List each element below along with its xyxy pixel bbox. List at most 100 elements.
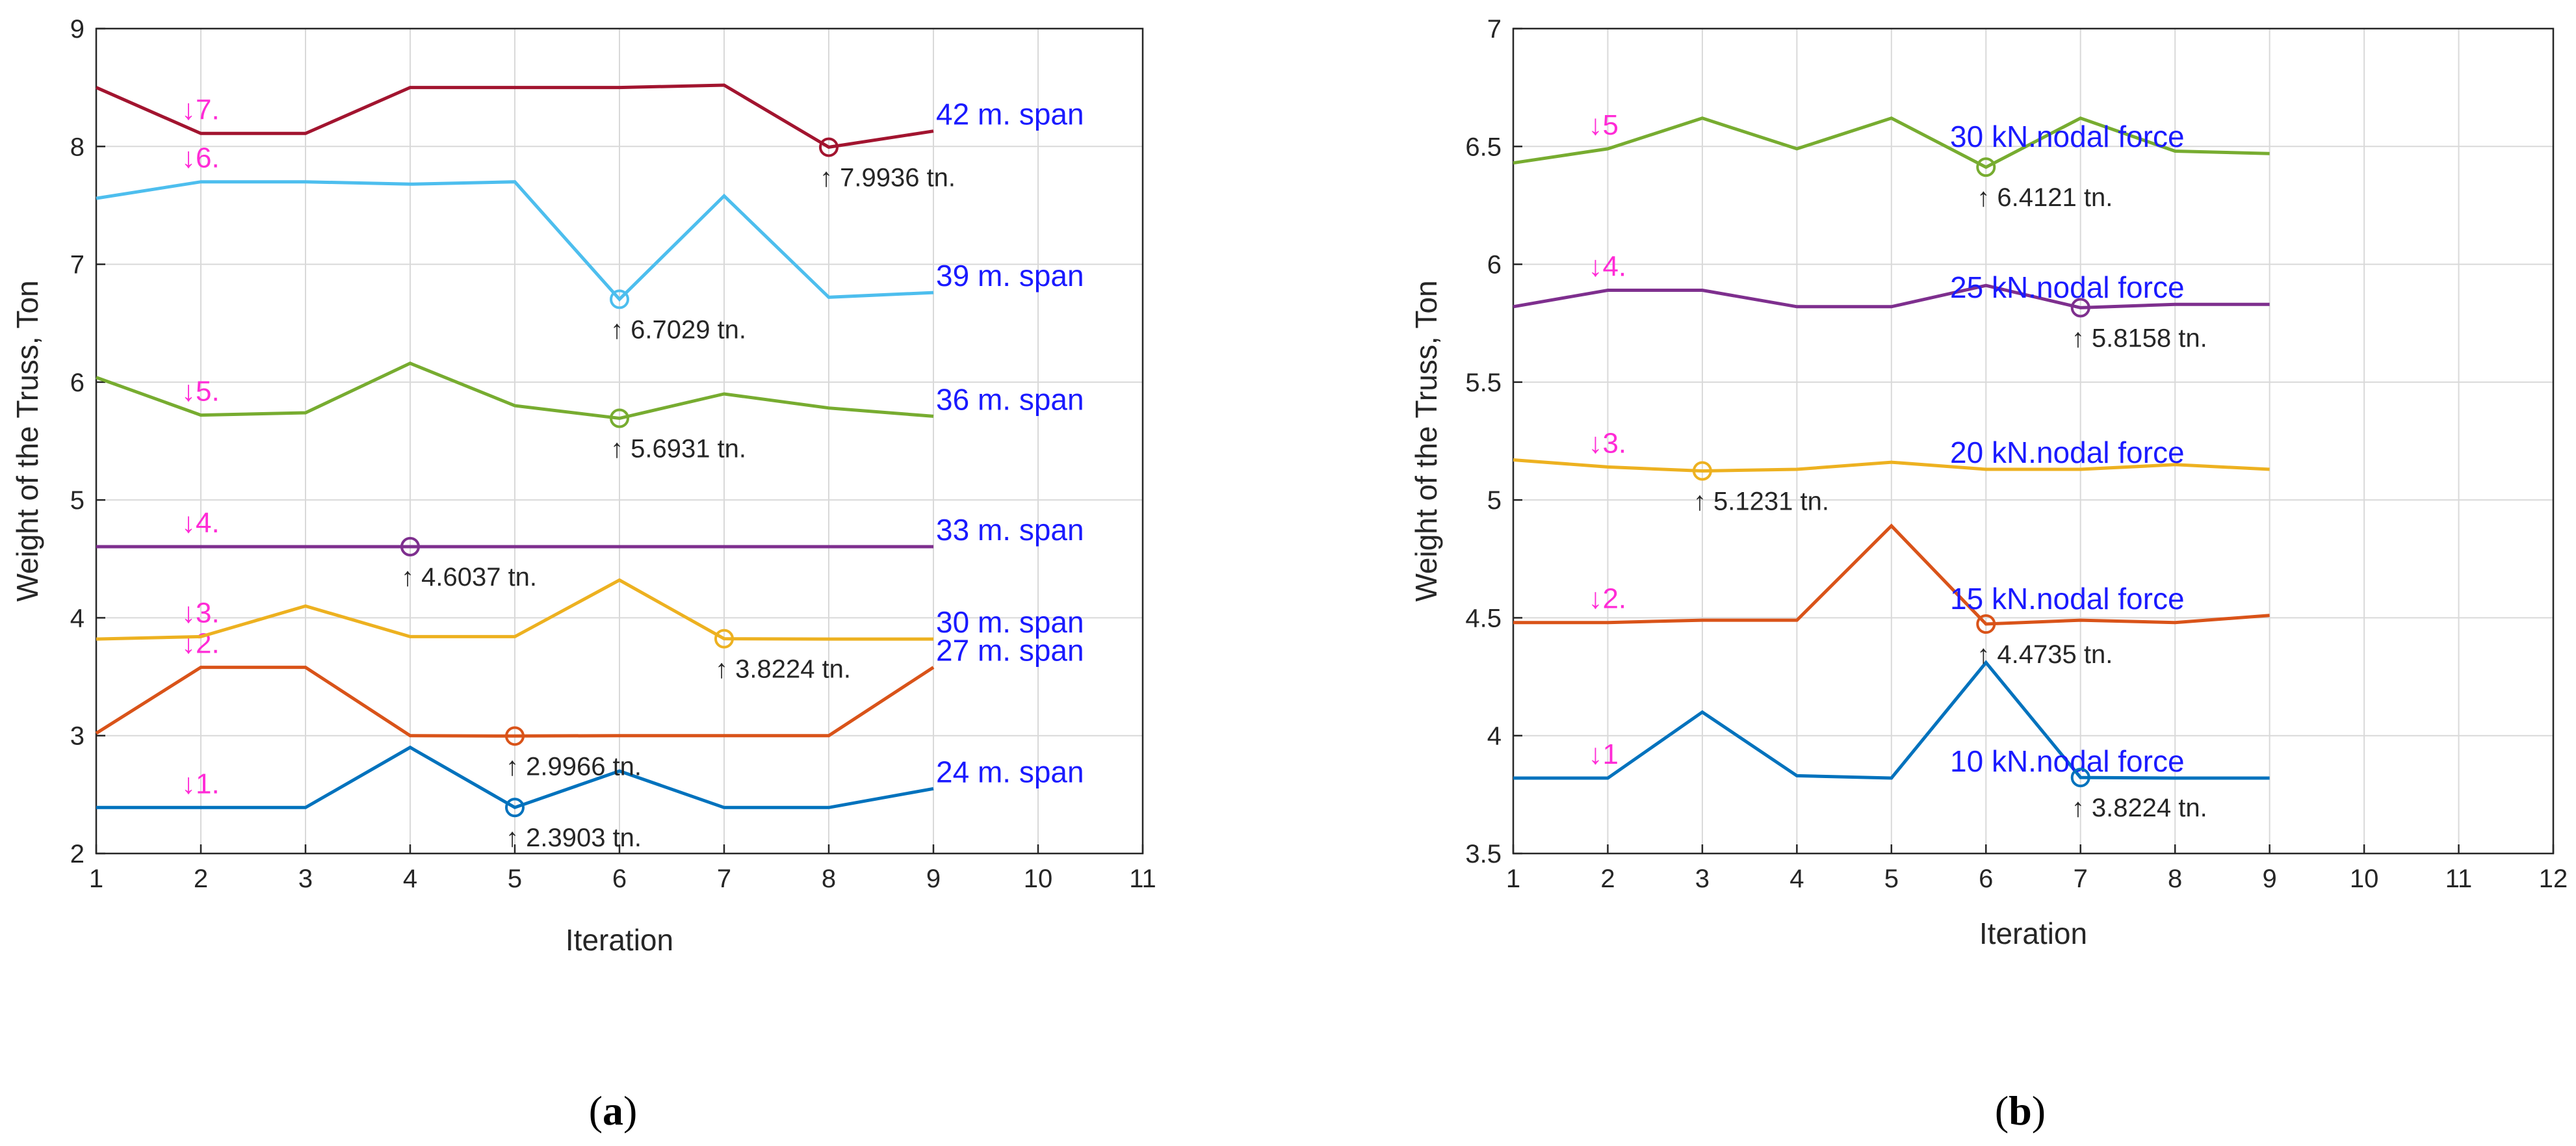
series-line <box>95 666 935 738</box>
panel-label: (a) <box>589 1087 638 1134</box>
series-line <box>1513 116 2270 170</box>
x-tick-label: 6 <box>612 865 627 893</box>
plot-frame <box>1512 27 2555 855</box>
series-label: 33 m. span <box>936 513 1084 547</box>
series-order-label: ↓3. <box>181 597 220 629</box>
x-tick-label: 11 <box>1129 865 1156 893</box>
series-min-annotation: ↑ 2.3903 tn. <box>506 824 642 852</box>
series-label: 15 kN.nodal force <box>1950 582 2185 616</box>
x-tick-label: 3 <box>298 865 313 893</box>
series-min-annotation: ↑ 3.8224 tn. <box>2072 794 2207 822</box>
y-tick-label: 3.5 <box>1465 840 1502 868</box>
y-tick-label: 5 <box>70 486 85 515</box>
series-min-marker <box>1976 614 1996 634</box>
x-tick-label: 1 <box>1506 865 1520 893</box>
y-axis-label: Weight of the Truss, Ton <box>10 280 44 601</box>
series-min-marker <box>505 798 525 818</box>
series-min-marker <box>610 289 629 309</box>
series-min-annotation: ↑ 5.6931 tn. <box>610 434 746 463</box>
series-order-label: ↓7. <box>181 94 220 125</box>
series-min-marker <box>714 629 734 649</box>
x-tick-label: 9 <box>2263 865 2277 893</box>
x-tick-label: 9 <box>926 865 941 893</box>
x-tick-label: 8 <box>2168 865 2182 893</box>
series-label: 42 m. span <box>936 98 1084 131</box>
y-tick-label: 9 <box>70 15 85 44</box>
series-label: 24 m. span <box>936 755 1084 788</box>
x-tick-label: 2 <box>194 865 208 893</box>
series-order-label: ↓5 <box>1588 109 1618 141</box>
series-line <box>1513 523 2270 626</box>
y-tick-label: 4 <box>70 604 85 632</box>
series-min-annotation: ↑ 6.4121 tn. <box>1977 183 2113 212</box>
y-tick-label: 4 <box>1487 722 1502 751</box>
series-min-marker <box>610 408 629 428</box>
series-min-marker <box>2070 298 2090 318</box>
y-tick-label: 7 <box>1487 15 1502 44</box>
series-min-marker <box>400 536 420 556</box>
series-min-marker <box>1976 157 1996 177</box>
series-order-label: ↓1. <box>181 768 220 800</box>
series-line <box>1513 458 2270 473</box>
series-min-marker <box>505 726 525 746</box>
y-tick-label: 6 <box>1487 251 1502 280</box>
series-min-annotation: ↑ 2.9966 tn. <box>506 752 642 781</box>
y-tick-label: 7 <box>70 251 85 280</box>
series-order-label: ↓1 <box>1588 738 1618 770</box>
y-tick-label: 6.5 <box>1465 133 1502 161</box>
x-tick-label: 10 <box>1024 865 1053 893</box>
series-label: 36 m. span <box>936 382 1084 416</box>
y-tick-label: 5 <box>1487 486 1502 515</box>
y-tick-label: 2 <box>70 840 85 868</box>
x-tick-label: 8 <box>822 865 836 893</box>
x-tick-label: 11 <box>2445 865 2473 893</box>
series-line <box>96 361 934 421</box>
x-tick-label: 6 <box>1979 865 1993 893</box>
y-axis-label: Weight of the Truss, Ton <box>1409 280 1443 601</box>
x-tick-label: 3 <box>1695 865 1710 893</box>
series-order-label: ↓3. <box>1588 427 1626 459</box>
y-tick-label: 8 <box>70 133 85 161</box>
x-tick-label: 5 <box>508 865 522 893</box>
series-label: 20 kN.nodal force <box>1950 436 2185 469</box>
x-tick-label: 4 <box>403 865 417 893</box>
series-label: 39 m. span <box>936 259 1084 293</box>
series-min-annotation: ↑ 6.7029 tn. <box>610 315 746 344</box>
x-tick-label: 4 <box>1789 865 1804 893</box>
series-label: 10 kN.nodal force <box>1950 744 2185 778</box>
series-label: 30 kN.nodal force <box>1950 120 2185 153</box>
series-line <box>96 745 934 809</box>
x-tick-label: 12 <box>2539 865 2568 893</box>
series-min-marker <box>2070 768 2090 788</box>
x-axis-label: Iteration <box>566 923 673 957</box>
series-line <box>96 578 933 641</box>
x-tick-label: 7 <box>2074 865 2088 893</box>
x-tick-label: 2 <box>1600 865 1615 893</box>
series-min-annotation: ↑ 4.6037 tn. <box>401 563 537 592</box>
panel-label: (b) <box>1995 1087 2046 1134</box>
series-label: 30 m. span <box>936 605 1084 639</box>
series-min-marker <box>819 137 839 157</box>
series-label: 25 kN.nodal force <box>1950 270 2185 304</box>
series-min-annotation: ↑ 3.8224 tn. <box>715 655 851 684</box>
series-line <box>95 83 934 150</box>
series-min-annotation: ↑ 7.9936 tn. <box>820 163 956 192</box>
series-line <box>96 180 934 302</box>
y-tick-label: 4.5 <box>1465 604 1502 632</box>
series-order-label: ↓4. <box>1588 250 1626 282</box>
series-label: 27 m. span <box>936 634 1084 668</box>
series-min-annotation: ↑ 4.4735 tn. <box>1977 640 2113 669</box>
y-tick-label: 3 <box>70 722 85 751</box>
y-tick-label: 6 <box>70 369 85 397</box>
x-tick-label: 7 <box>717 865 731 893</box>
series-line <box>1513 660 2270 780</box>
y-tick-label: 5.5 <box>1465 369 1502 397</box>
x-tick-label: 5 <box>1884 865 1899 893</box>
chart-panel-b: 1 2 3 4 5 6 7 8 9 10 11 123.544.555.566.57Iteration… <box>1409 15 2568 1134</box>
series-min-annotation: ↑ 5.8158 tn. <box>2072 324 2207 352</box>
x-axis-label: Iteration <box>1979 917 2087 950</box>
series-order-label: ↓4. <box>181 507 220 539</box>
series-order-label: ↓2. <box>1588 583 1626 615</box>
